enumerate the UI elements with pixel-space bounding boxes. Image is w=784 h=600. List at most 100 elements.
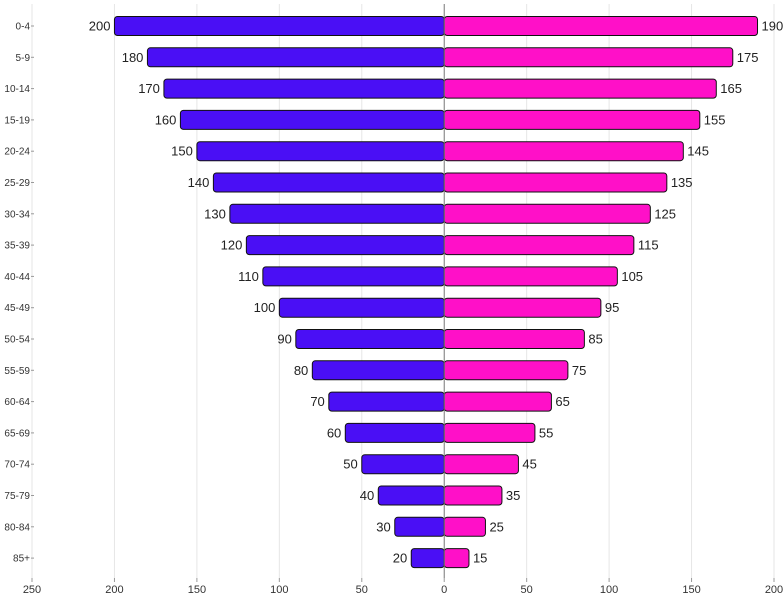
- bar-right-45-49: [443, 297, 602, 318]
- bar-right-65-69: [443, 422, 536, 443]
- category-label: 65-69: [4, 428, 30, 439]
- value-label-right: 105: [621, 269, 643, 284]
- axis-layer: 250 200 150 100 50 0 50 100 150 200: [23, 4, 783, 596]
- value-label-right: 55: [539, 425, 553, 440]
- value-label-left: 90: [277, 332, 291, 347]
- value-label-left: 30: [376, 519, 390, 534]
- category-label: 15-19: [4, 115, 30, 126]
- category-label: 25-29: [4, 178, 30, 189]
- bar-left-80-84: [394, 516, 445, 537]
- bar-right-15-19: [443, 109, 701, 130]
- bar-left-10-14: [163, 78, 445, 99]
- x-tick-label: 50: [521, 584, 533, 596]
- value-label-right: 155: [704, 112, 726, 127]
- bar-right-70-74: [443, 454, 519, 475]
- category-label: 5-9: [16, 53, 31, 64]
- bar-right-85+: [443, 548, 470, 569]
- category-label: 45-49: [4, 303, 30, 314]
- value-label-right: 45: [522, 457, 536, 472]
- category-label: 20-24: [4, 147, 30, 158]
- x-tick-label: 100: [600, 584, 618, 596]
- value-label-right: 190: [762, 19, 784, 34]
- bar-right-20-24: [443, 141, 684, 162]
- x-tick-label: 200: [765, 584, 783, 596]
- x-tick-label: 150: [682, 584, 700, 596]
- bars-layer: [113, 16, 759, 569]
- bar-right-60-64: [443, 391, 552, 412]
- bar-right-0-4: [443, 16, 759, 36]
- bar-left-35-39: [245, 235, 445, 256]
- value-label-left: 50: [343, 457, 357, 472]
- bar-right-35-39: [443, 235, 635, 256]
- x-tick-label: 150: [188, 584, 206, 596]
- value-label-right: 145: [687, 144, 709, 159]
- bar-right-80-84: [443, 516, 486, 537]
- labels-layer: 200 190 0-4 180 175 5-9 170 165 10-14 160 155 15-19…: [4, 19, 783, 566]
- value-label-left: 140: [188, 175, 210, 190]
- bar-right-5-9: [443, 47, 734, 68]
- bar-left-20-24: [196, 141, 445, 162]
- value-label-right: 25: [489, 519, 503, 534]
- x-tick-label: 200: [105, 584, 123, 596]
- category-label: 40-44: [4, 272, 30, 283]
- value-label-right: 135: [671, 175, 693, 190]
- category-label: 60-64: [4, 397, 30, 408]
- value-label-right: 125: [654, 206, 676, 221]
- category-label: 75-79: [4, 491, 30, 502]
- bar-left-65-69: [344, 422, 445, 443]
- value-label-right: 15: [473, 551, 487, 566]
- bar-right-55-59: [443, 360, 569, 381]
- bar-left-15-19: [179, 109, 445, 130]
- value-label-left: 130: [204, 206, 226, 221]
- category-label: 55-59: [4, 366, 30, 377]
- bar-left-5-9: [146, 47, 445, 68]
- category-label: 85+: [13, 554, 30, 565]
- value-label-right: 115: [638, 238, 659, 253]
- value-label-left: 100: [254, 300, 276, 315]
- category-label: 70-74: [4, 460, 30, 471]
- value-label-right: 165: [720, 81, 742, 96]
- value-label-right: 175: [737, 50, 759, 65]
- value-label-right: 85: [588, 332, 602, 347]
- category-label: 35-39: [4, 241, 30, 252]
- category-label: 10-14: [4, 84, 30, 95]
- value-label-right: 95: [605, 300, 619, 315]
- bar-right-30-34: [443, 203, 651, 224]
- category-label: 30-34: [4, 209, 30, 220]
- x-tick-label: 0: [441, 584, 447, 596]
- bar-left-45-49: [278, 297, 445, 318]
- value-label-left: 160: [155, 112, 177, 127]
- bar-left-75-79: [377, 485, 445, 506]
- value-label-left: 200: [89, 19, 111, 34]
- value-label-left: 150: [171, 144, 193, 159]
- x-tick-label: 100: [270, 584, 288, 596]
- value-label-left: 110: [238, 269, 259, 284]
- bar-left-85+: [410, 548, 445, 569]
- bar-left-70-74: [361, 454, 445, 475]
- bar-right-50-54: [443, 329, 585, 349]
- category-label: 80-84: [4, 522, 30, 533]
- bar-right-75-79: [443, 485, 503, 506]
- value-label-left: 170: [138, 81, 160, 96]
- bar-left-25-29: [212, 172, 445, 193]
- value-label-left: 180: [122, 50, 144, 65]
- value-label-left: 60: [327, 425, 341, 440]
- bar-left-40-44: [262, 266, 445, 287]
- value-label-left: 70: [310, 394, 324, 409]
- value-label-left: 120: [221, 238, 243, 253]
- bar-left-30-34: [229, 203, 445, 224]
- bar-right-25-29: [443, 172, 668, 193]
- value-label-left: 40: [360, 488, 374, 503]
- value-label-right: 65: [555, 394, 569, 409]
- bar-right-40-44: [443, 266, 618, 287]
- bar-left-0-4: [113, 16, 445, 36]
- value-label-left: 80: [294, 363, 308, 378]
- bar-left-60-64: [328, 391, 445, 412]
- x-tick-label: 250: [23, 584, 41, 596]
- value-label-right: 75: [572, 363, 586, 378]
- grid-layer: [31, 4, 775, 578]
- x-tick-label: 50: [356, 584, 368, 596]
- bar-right-10-14: [443, 78, 717, 99]
- value-label-left: 20: [393, 551, 407, 566]
